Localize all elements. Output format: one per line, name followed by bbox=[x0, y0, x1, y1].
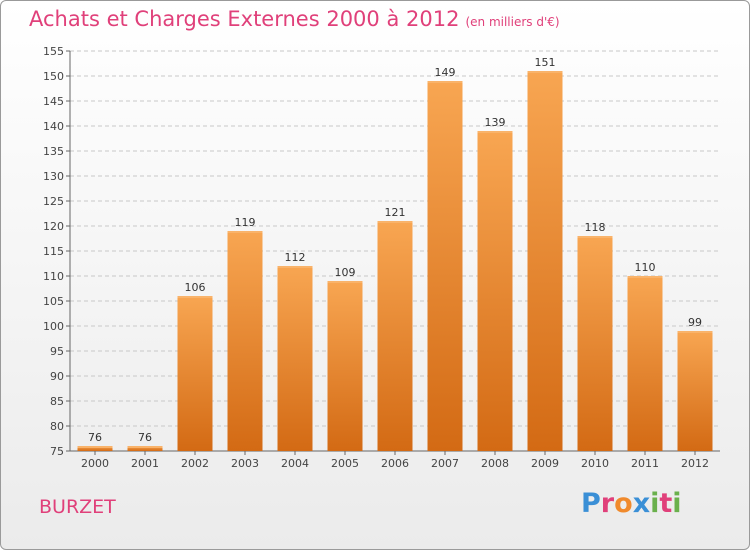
logo-letter: i bbox=[650, 488, 660, 519]
bar-highlight bbox=[427, 81, 463, 83]
x-tick-label: 2007 bbox=[431, 457, 459, 470]
y-tick-label: 135 bbox=[43, 145, 64, 158]
bar-value-label: 106 bbox=[185, 281, 206, 294]
bar-2006 bbox=[377, 221, 413, 451]
x-tick-label: 2012 bbox=[681, 457, 709, 470]
bar-highlight bbox=[677, 331, 713, 333]
bar-value-label: 76 bbox=[88, 431, 102, 444]
logo-letter: r bbox=[600, 488, 615, 519]
bar-2009 bbox=[527, 71, 563, 451]
bar-2012 bbox=[677, 331, 713, 451]
commune-name: BURZET bbox=[39, 496, 116, 518]
bar-2008 bbox=[477, 131, 513, 451]
bar-2010 bbox=[577, 236, 613, 451]
proxiti-logo: Proxiti bbox=[581, 488, 682, 519]
x-tick-label: 2011 bbox=[631, 457, 659, 470]
bar-value-label: 118 bbox=[585, 221, 606, 234]
y-tick-label: 80 bbox=[50, 420, 64, 433]
y-tick-label: 155 bbox=[43, 45, 64, 58]
bar-highlight bbox=[627, 276, 663, 278]
bar-value-label: 139 bbox=[485, 116, 506, 129]
bar-2011 bbox=[627, 276, 663, 451]
bar-2005 bbox=[327, 281, 363, 451]
bar-highlight bbox=[527, 71, 563, 73]
y-tick-label: 130 bbox=[43, 170, 64, 183]
bar-value-label: 76 bbox=[138, 431, 152, 444]
y-tick-label: 145 bbox=[43, 95, 64, 108]
y-tick-label: 75 bbox=[50, 445, 64, 458]
bar-highlight bbox=[327, 281, 363, 283]
bar-value-label: 109 bbox=[335, 266, 356, 279]
bar-highlight bbox=[77, 446, 113, 448]
bar-value-label: 110 bbox=[635, 261, 656, 274]
x-tick-label: 2009 bbox=[531, 457, 559, 470]
bar-highlight bbox=[177, 296, 213, 298]
y-tick-label: 90 bbox=[50, 370, 64, 383]
bar-highlight bbox=[377, 221, 413, 223]
chart-subtitle: (en milliers d'€) bbox=[465, 15, 560, 29]
bar-value-label: 99 bbox=[688, 316, 702, 329]
bar-value-label: 149 bbox=[435, 66, 456, 79]
y-tick-label: 125 bbox=[43, 195, 64, 208]
y-tick-label: 110 bbox=[43, 270, 64, 283]
logo-letter: t bbox=[659, 488, 673, 519]
chart-title: Achats et Charges Externes 2000 à 2012 bbox=[29, 7, 460, 31]
x-tick-label: 2000 bbox=[81, 457, 109, 470]
bar-2002 bbox=[177, 296, 213, 451]
x-tick-label: 2001 bbox=[131, 457, 159, 470]
bar-2001 bbox=[127, 446, 163, 451]
y-tick-label: 105 bbox=[43, 295, 64, 308]
y-tick-label: 95 bbox=[50, 345, 64, 358]
bar-highlight bbox=[127, 446, 163, 448]
chart-title-block: Achats et Charges Externes 2000 à 2012 (e… bbox=[29, 7, 560, 31]
bar-highlight bbox=[277, 266, 313, 268]
bar-value-label: 119 bbox=[235, 216, 256, 229]
y-tick-label: 150 bbox=[43, 70, 64, 83]
y-tick-label: 140 bbox=[43, 120, 64, 133]
bar-2003 bbox=[227, 231, 263, 451]
logo-letter: o bbox=[614, 488, 633, 519]
bar-highlight bbox=[227, 231, 263, 233]
bar-value-label: 151 bbox=[535, 56, 556, 69]
bar-value-label: 112 bbox=[285, 251, 306, 264]
x-tick-label: 2006 bbox=[381, 457, 409, 470]
bar-highlight bbox=[577, 236, 613, 238]
logo-letter: x bbox=[632, 488, 651, 519]
x-tick-label: 2010 bbox=[581, 457, 609, 470]
x-tick-label: 2002 bbox=[181, 457, 209, 470]
logo-letter: i bbox=[672, 488, 682, 519]
x-tick-label: 2004 bbox=[281, 457, 309, 470]
y-tick-label: 85 bbox=[50, 395, 64, 408]
bar-2007 bbox=[427, 81, 463, 451]
logo-letter: P bbox=[581, 488, 601, 519]
bar-value-label: 121 bbox=[385, 206, 406, 219]
x-tick-label: 2003 bbox=[231, 457, 259, 470]
y-tick-label: 100 bbox=[43, 320, 64, 333]
bar-2000 bbox=[77, 446, 113, 451]
x-tick-label: 2005 bbox=[331, 457, 359, 470]
bar-2004 bbox=[277, 266, 313, 451]
bar-highlight bbox=[477, 131, 513, 133]
x-tick-label: 2008 bbox=[481, 457, 509, 470]
y-tick-label: 120 bbox=[43, 220, 64, 233]
bar-layer: 76 76 106 119 112 109 121 149 139 151 118 110 99 bbox=[77, 56, 713, 451]
y-tick-label: 115 bbox=[43, 245, 64, 258]
